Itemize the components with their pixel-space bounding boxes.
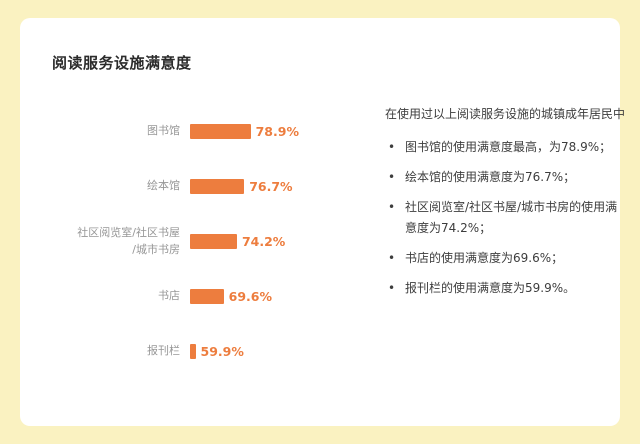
bar xyxy=(190,234,237,249)
chart-row: 绘本馆 76.7% xyxy=(30,159,375,214)
bar-value-label: 74.2% xyxy=(241,234,286,249)
category-label: 报刊栏 xyxy=(147,344,180,358)
bar xyxy=(190,124,251,139)
bar xyxy=(190,179,245,194)
category-label: 社区阅览室/社区书屋/城市书房 xyxy=(77,226,180,256)
summary-panel: 在使用过以上阅读服务设施的城镇成年居民中 图书馆的使用满意度最高，为78.9%；… xyxy=(385,104,627,308)
page-title: 阅读服务设施满意度 xyxy=(52,54,192,72)
bar-value-label: 76.7% xyxy=(249,179,293,194)
report-card: 阅读服务设施满意度 图书馆 78.9% 绘本馆 76.7% 社区阅览室/社区书屋/城市书… xyxy=(20,18,625,426)
summary-bullet: 社区阅览室/社区书屋/城市书房的使用满意度为74.2%； xyxy=(385,197,627,239)
bar-value-label: 69.6% xyxy=(228,289,272,304)
bar-track: 74.2% xyxy=(190,234,375,249)
summary-bullet: 绘本馆的使用满意度为76.7%； xyxy=(385,167,627,188)
bar-track: 69.6% xyxy=(190,289,375,304)
summary-bullet: 图书馆的使用满意度最高，为78.9%； xyxy=(385,137,627,158)
bar-track: 59.9% xyxy=(190,344,375,359)
chart-row: 社区阅览室/社区书屋/城市书房 74.2% xyxy=(30,214,375,269)
chart-row: 图书馆 78.9% xyxy=(30,104,375,159)
satisfaction-bar-chart: 图书馆 78.9% 绘本馆 76.7% 社区阅览室/社区书屋/城市书房 74.2% 书店 69… xyxy=(30,104,375,379)
bar-track: 78.9% xyxy=(190,124,375,139)
bar xyxy=(190,344,196,359)
summary-intro: 在使用过以上阅读服务设施的城镇成年居民中 xyxy=(385,107,626,121)
summary-list: 图书馆的使用满意度最高，为78.9%； 绘本馆的使用满意度为76.7%； 社区阅览室… xyxy=(385,137,627,299)
category-label: 书店 xyxy=(158,289,180,303)
category-label: 图书馆 xyxy=(147,124,180,138)
summary-bullet: 报刊栏的使用满意度为59.9%。 xyxy=(385,278,627,299)
chart-row: 报刊栏 59.9% xyxy=(30,324,375,379)
bar-value-label: 78.9% xyxy=(255,124,299,139)
chart-row: 书店 69.6% xyxy=(30,269,375,324)
bar-value-label: 59.9% xyxy=(200,344,244,359)
bar xyxy=(190,289,224,304)
summary-bullet: 书店的使用满意度为69.6%； xyxy=(385,248,627,269)
bar-track: 76.7% xyxy=(190,179,375,194)
category-label: 绘本馆 xyxy=(147,179,180,193)
